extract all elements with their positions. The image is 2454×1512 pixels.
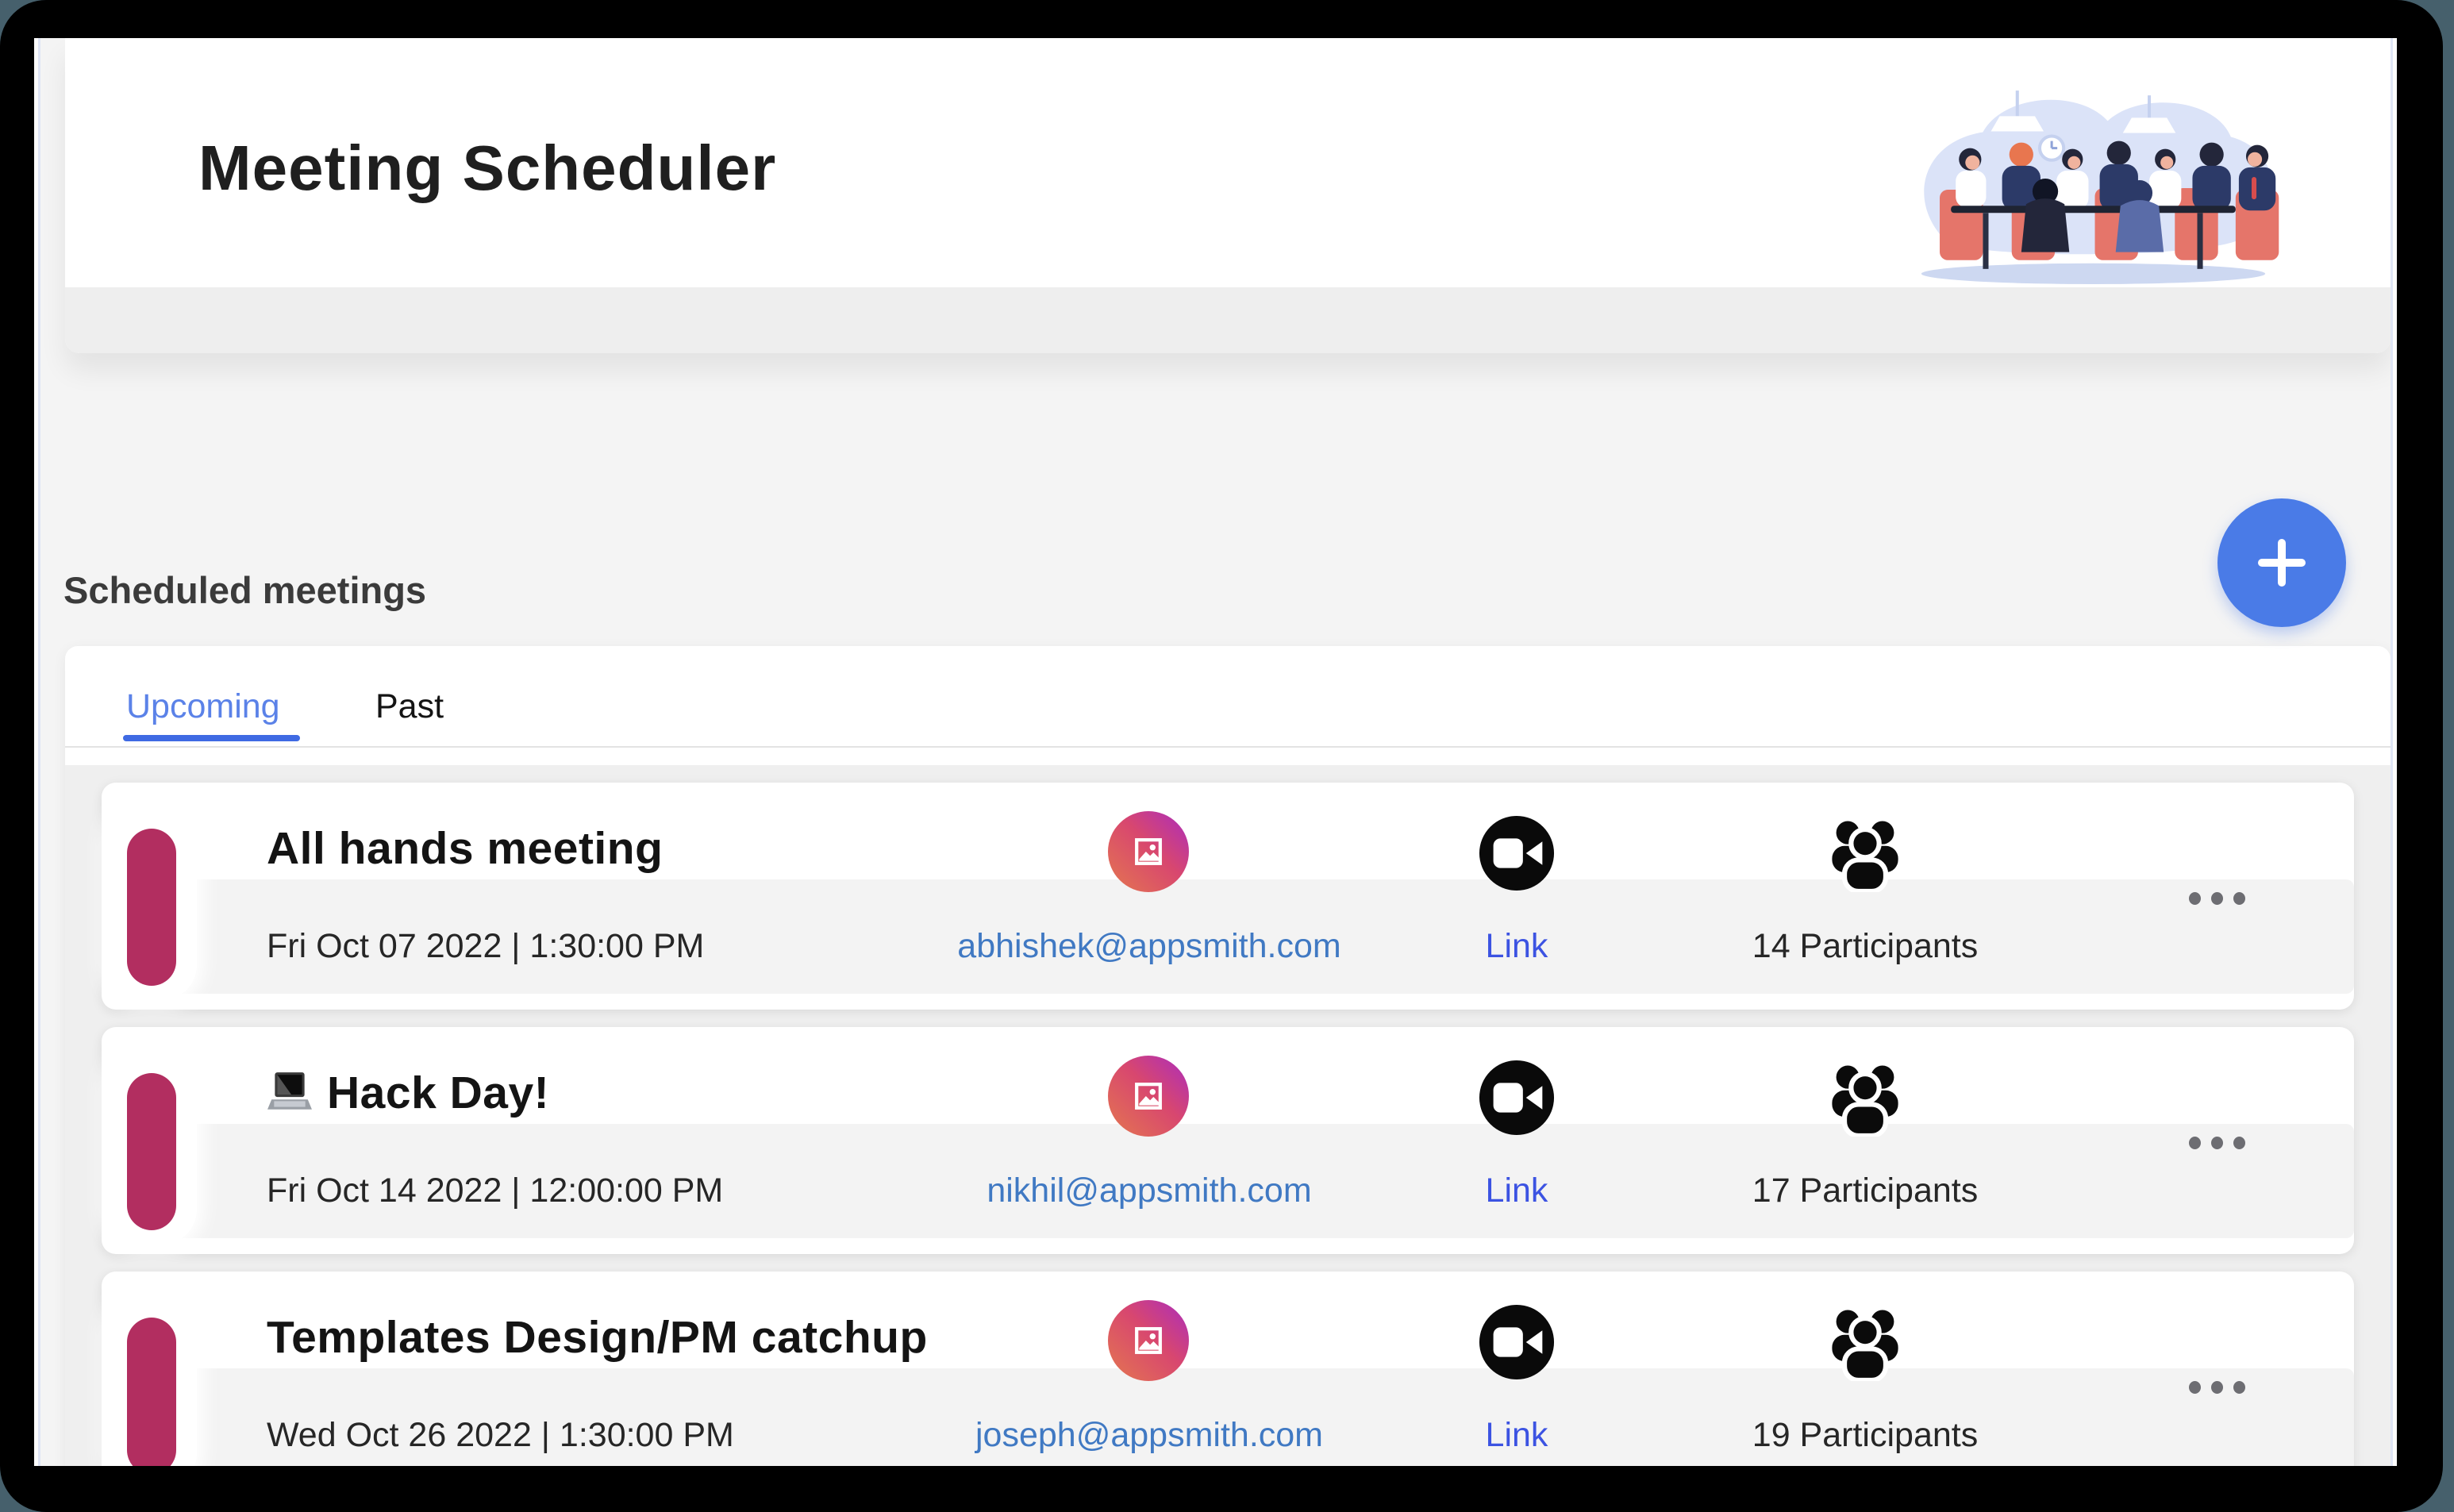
participants-count: 14 Participants — [1752, 927, 1979, 965]
meeting-title: Hack Day! — [267, 1067, 549, 1119]
organizer-email-link[interactable]: nikhil@appsmith.com — [987, 1172, 1312, 1210]
page-title: Meeting Scheduler — [198, 133, 777, 203]
ellipsis-menu-icon[interactable] — [2189, 1381, 2245, 1394]
organizer-email-link[interactable]: joseph@appsmith.com — [975, 1416, 1324, 1454]
plus-icon — [2258, 539, 2306, 587]
meeting-link[interactable]: Link — [1485, 927, 1548, 965]
video-camera-icon — [1479, 1060, 1555, 1136]
active-tab-underline — [123, 735, 300, 741]
accent-pill — [127, 829, 176, 986]
organizer-email-link[interactable]: abhishek@appsmith.com — [957, 927, 1341, 965]
participants-icon — [1832, 1065, 1898, 1137]
tabs-divider — [65, 746, 2391, 748]
meeting-details-row: Fri Oct 14 2022 | 12:00:00 PM nikhil@app… — [102, 1172, 2354, 1214]
card-inner-panel — [121, 1124, 2354, 1238]
meeting-datetime: Fri Oct 07 2022 | 1:30:00 PM — [267, 927, 705, 965]
video-camera-icon — [1479, 1304, 1555, 1380]
broken-image-icon — [1135, 838, 1162, 865]
section-heading: Scheduled meetings — [63, 569, 427, 611]
canvas-right-border — [2391, 38, 2393, 1466]
header-bottom-strip — [65, 287, 2391, 353]
gradient-avatar-icon — [1108, 1056, 1189, 1137]
meeting-details-row: Wed Oct 26 2022 | 1:30:00 PM joseph@apps… — [102, 1416, 2354, 1459]
video-camera-icon — [1479, 815, 1555, 891]
accent-pill — [127, 1318, 176, 1466]
gradient-avatar-icon — [1108, 811, 1189, 892]
accent-pill — [127, 1073, 176, 1230]
meeting-title: All hands meeting — [267, 823, 664, 874]
ellipsis-menu-icon[interactable] — [2189, 892, 2245, 905]
header: Meeting Scheduler — [65, 38, 2391, 353]
participants-icon — [1832, 1310, 1898, 1381]
participants-count: 19 Participants — [1752, 1416, 1979, 1454]
meeting-datetime: Fri Oct 14 2022 | 12:00:00 PM — [267, 1172, 724, 1210]
broken-image-icon — [1135, 1083, 1162, 1110]
meeting-title: Templates Design/PM catchup — [267, 1312, 928, 1363]
canvas-left-edge — [34, 38, 38, 1466]
meeting-card: Templates Design/PM catchup — [102, 1272, 2354, 1466]
canvas-right-edge — [2393, 38, 2397, 1466]
meeting-datetime: Wed Oct 26 2022 | 1:30:00 PM — [267, 1416, 734, 1454]
meeting-card: All hands meeting — [102, 783, 2354, 1010]
laptop-emoji-icon — [267, 1072, 312, 1110]
participants-icon — [1832, 821, 1898, 892]
app-canvas: Meeting Scheduler — [34, 38, 2397, 1466]
meeting-illustration — [1921, 90, 2279, 284]
card-inner-panel — [121, 879, 2354, 994]
participants-count: 17 Participants — [1752, 1172, 1979, 1210]
add-meeting-button[interactable] — [2217, 498, 2346, 627]
tab-upcoming[interactable]: Upcoming — [126, 687, 280, 725]
meeting-link[interactable]: Link — [1485, 1416, 1548, 1454]
tab-past[interactable]: Past — [375, 687, 444, 725]
meetings-list: All hands meeting — [65, 765, 2391, 1466]
meeting-details-row: Fri Oct 07 2022 | 1:30:00 PM abhishek@ap… — [102, 927, 2354, 970]
meetings-panel: Upcoming Past All hands meeting — [65, 646, 2391, 1466]
card-inner-panel — [121, 1368, 2354, 1466]
meeting-card: Hack Day! — [102, 1027, 2354, 1254]
gradient-avatar-icon — [1108, 1300, 1189, 1381]
canvas-left-border — [38, 38, 40, 1466]
meeting-link[interactable]: Link — [1485, 1172, 1548, 1210]
ellipsis-menu-icon[interactable] — [2189, 1137, 2245, 1149]
broken-image-icon — [1135, 1327, 1162, 1354]
